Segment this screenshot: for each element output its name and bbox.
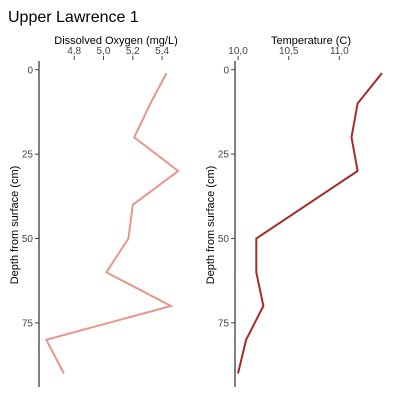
temperature-y-axis-title: Depth from surface (cm): [205, 166, 217, 285]
oxygen-x-tick-label: 5,0: [97, 46, 111, 57]
chart-title: Upper Lawrence 1: [8, 9, 139, 26]
temperature-x-axis-title: Temperature (C): [271, 35, 351, 47]
temperature-y-tick-label: 50: [218, 234, 230, 245]
oxygen-x-axis-title: Dissolved Oxygen (mg/L): [54, 35, 178, 47]
temperature-y-tick-label: 0: [223, 65, 229, 76]
temperature-profile-line: [237, 72, 383, 374]
temperature-y-tick-label: 75: [218, 318, 230, 329]
temperature-panel: Temperature (C) Depth from surface (cm) 10…: [205, 35, 383, 387]
dissolved-oxygen-panel: Dissolved Oxygen (mg/L) Depth from surfac…: [9, 35, 180, 387]
oxygen-y-tick-label: 50: [22, 234, 34, 245]
oxygen-y-tick-label: 0: [27, 65, 33, 76]
oxygen-y-axis-title: Depth from surface (cm): [9, 166, 21, 285]
oxygen-profile-line: [44, 72, 180, 374]
temperature-x-tick-label: 11,0: [330, 46, 349, 57]
temperature-y-tick-label: 25: [218, 150, 230, 161]
oxygen-y-tick-label: 25: [22, 150, 34, 161]
temperature-x-tick-label: 10,5: [279, 46, 299, 57]
oxygen-x-tick-label: 5,4: [155, 46, 169, 57]
oxygen-x-tick-label: 4,8: [67, 46, 81, 57]
oxygen-x-tick-label: 5,2: [126, 46, 140, 57]
oxygen-y-tick-label: 75: [22, 318, 34, 329]
temperature-x-tick-label: 10,0: [228, 46, 248, 57]
